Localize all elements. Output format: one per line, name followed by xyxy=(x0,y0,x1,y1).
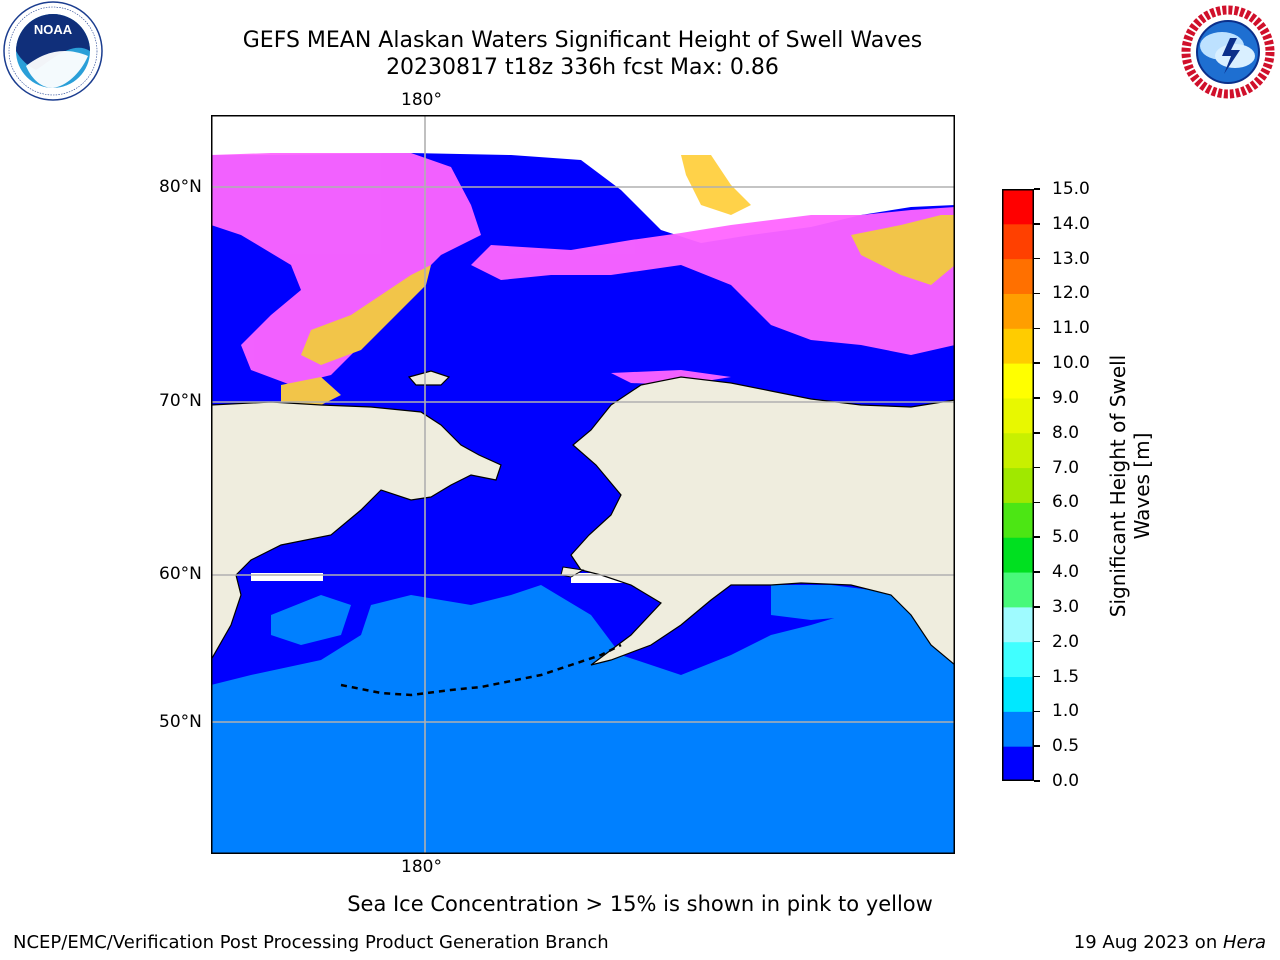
colorbar-tick-label: 11.0 xyxy=(1052,318,1090,339)
colorbar-segment xyxy=(1002,641,1034,678)
lat-label-80n: 80°N xyxy=(159,177,202,197)
colorbar-tick-mark xyxy=(1034,710,1040,713)
colorbar-tick-label: 13.0 xyxy=(1052,248,1090,269)
colorbar-tick-mark xyxy=(1034,292,1040,295)
no-data-60n-east xyxy=(571,573,631,583)
colorbar-tick-label: 3.0 xyxy=(1052,596,1080,617)
colorbar-tick-mark xyxy=(1034,675,1040,678)
colorbar-frame xyxy=(1002,189,1034,781)
colorbar-tick-label: 2.0 xyxy=(1052,631,1080,652)
footer-right: 19 Aug 2023 on Hera xyxy=(1074,932,1266,954)
colorbar-tick-mark xyxy=(1034,606,1040,608)
land-chukotka xyxy=(210,401,502,663)
no-data-60n xyxy=(251,573,323,581)
lon-label-top: 180° xyxy=(401,90,442,110)
footer-left: NCEP/EMC/Verification Post Processing Pr… xyxy=(13,932,609,953)
colorbar-label-line1: Significant Height of Swell xyxy=(1106,354,1130,618)
colorbar-tick-mark xyxy=(1034,466,1040,469)
colorbar-tick-label: 8.0 xyxy=(1052,422,1080,443)
colorbar-tick-mark xyxy=(1034,432,1040,434)
lon-label-bottom: 180° xyxy=(401,857,442,877)
colorbar-label-line2: Waves [m] xyxy=(1130,432,1154,540)
colorbar-tick-mark xyxy=(1034,640,1040,643)
ocean-mid-west xyxy=(271,595,351,645)
ocean-mid xyxy=(211,585,955,854)
colorbar-tick-label: 12.0 xyxy=(1052,283,1090,304)
colorbar-segment xyxy=(1002,328,1034,364)
colorbar-segment xyxy=(1002,363,1034,399)
land-alaska xyxy=(570,376,956,667)
colorbar-tick-label: 0.5 xyxy=(1052,736,1080,757)
colorbar-tick-mark xyxy=(1034,745,1040,747)
colorbar-tick-label: 15.0 xyxy=(1052,179,1090,199)
nws-logo xyxy=(1178,2,1278,102)
colorbar-segment xyxy=(1002,467,1034,503)
sea-ice-note: Sea Ice Concentration > 15% is shown in … xyxy=(347,892,933,916)
colorbar-tick-label: 1.0 xyxy=(1052,701,1080,722)
colorbar-segment xyxy=(1002,258,1034,294)
colorbar-segment xyxy=(1002,746,1034,782)
lat-label-60n: 60°N xyxy=(159,564,202,584)
colorbar-tick-label: 7.0 xyxy=(1052,457,1080,478)
aleutian-islands xyxy=(340,643,622,697)
colorbar-segment xyxy=(1002,502,1034,538)
colorbar-segment xyxy=(1002,676,1034,712)
noaa-logo: NOAA xyxy=(2,0,104,102)
colorbar-tick-mark xyxy=(1034,362,1040,364)
colorbar-tick-mark xyxy=(1034,223,1040,225)
lat-label-70n: 70°N xyxy=(159,391,202,411)
colorbar-tick-label: 10.0 xyxy=(1052,353,1090,374)
colorbar-tick-label: 6.0 xyxy=(1052,492,1080,513)
colorbar-tick-label: 5.0 xyxy=(1052,527,1080,548)
colorbar xyxy=(1002,189,1034,782)
sea-ice xyxy=(211,153,955,425)
chart-title: GEFS MEAN Alaskan Waters Significant Hei… xyxy=(242,28,923,53)
colorbar-tick-label: 4.0 xyxy=(1052,562,1080,583)
colorbar-segment xyxy=(1002,606,1034,643)
colorbar-tick-mark xyxy=(1034,536,1040,538)
colorbar-segment xyxy=(1002,711,1034,747)
colorbar-tick-mark xyxy=(1034,327,1040,330)
colorbar-segment xyxy=(1002,572,1034,608)
colorbar-segment xyxy=(1002,537,1034,573)
footer-host: Hera xyxy=(1222,932,1266,953)
colorbar-tick-label: 0.0 xyxy=(1052,771,1080,791)
lat-label-50n: 50°N xyxy=(159,712,202,732)
colorbar-segment xyxy=(1002,432,1034,469)
colorbar-tick-mark xyxy=(1034,501,1040,504)
no-data-top xyxy=(211,115,955,243)
colorbar-tick-mark xyxy=(1034,571,1040,573)
colorbar-segment xyxy=(1002,189,1034,225)
footer-date: 19 Aug 2023 on xyxy=(1073,932,1223,953)
colorbar-tick-label: 9.0 xyxy=(1052,387,1080,408)
colorbar-segment xyxy=(1002,397,1034,434)
colorbar-tick-mark xyxy=(1034,780,1040,782)
chart-subtitle: 20230817 t18z 336h fcst Max: 0.86 xyxy=(386,55,779,80)
colorbar-tick-label: 14.0 xyxy=(1052,213,1090,234)
graticule xyxy=(211,115,955,854)
colorbar-tick-mark xyxy=(1034,257,1040,260)
land-wrangel xyxy=(407,370,451,386)
colorbar-segment xyxy=(1002,293,1034,329)
colorbar-tick-mark xyxy=(1034,397,1040,399)
map-frame xyxy=(211,115,955,854)
map-panel xyxy=(210,115,956,854)
colorbar-tick-label: 1.5 xyxy=(1052,666,1080,687)
colorbar-segment xyxy=(1002,223,1034,260)
svg-text:NOAA: NOAA xyxy=(34,22,73,37)
colorbar-tick-mark xyxy=(1034,188,1040,190)
